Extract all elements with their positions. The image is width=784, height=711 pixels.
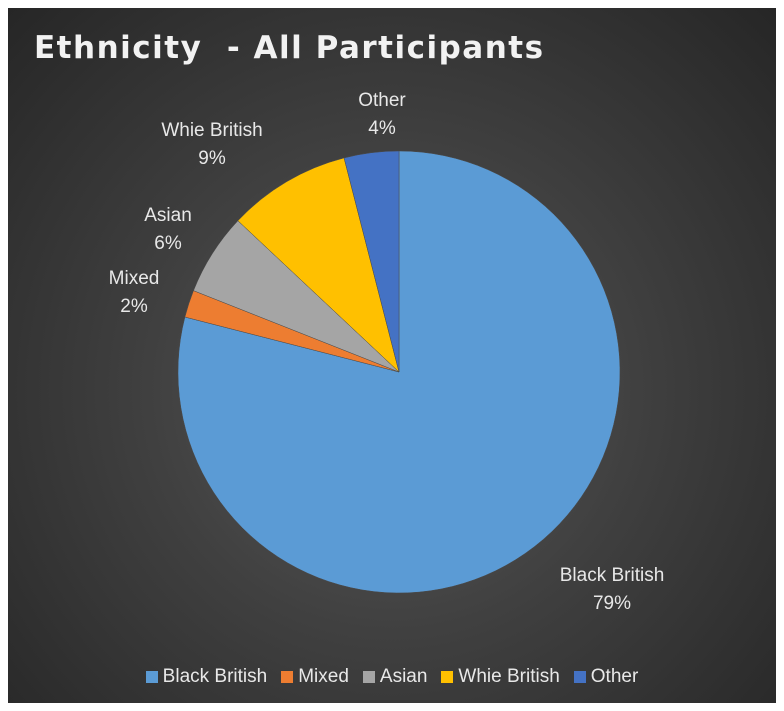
slice-label-asian: Asian 6% <box>144 205 192 254</box>
legend-swatch <box>441 671 454 683</box>
legend-label: Other <box>590 666 639 687</box>
chart-area: Ethnicity - All Participants Black Briti… <box>8 8 776 703</box>
legend-swatch <box>145 671 158 683</box>
slice-label-other: Other 4% <box>358 90 406 139</box>
slice-label-black-british: Black British 79% <box>560 565 665 614</box>
legend: Black British Mixed Asian Whie British Other <box>8 666 776 688</box>
slice-label-whie-british: Whie British 9% <box>161 120 262 169</box>
legend-item-asian: Asian <box>362 666 428 688</box>
slice-label-mixed: Mixed 2% <box>109 268 160 317</box>
legend-swatch <box>573 671 586 683</box>
pie-slice-other <box>343 150 400 373</box>
legend-item-mixed: Mixed <box>281 666 349 688</box>
legend-label: Whie British <box>458 666 560 687</box>
legend-swatch <box>362 671 375 683</box>
legend-item-other: Other <box>573 666 639 688</box>
legend-label: Mixed <box>298 666 349 687</box>
legend-item-whie-british: Whie British <box>441 666 560 688</box>
legend-swatch <box>281 671 294 683</box>
legend-label: Asian <box>379 666 428 687</box>
pie-chart: Black British 79% Mixed 2% Asian 6% Whie Briti… <box>109 90 665 614</box>
legend-label: Black British <box>162 666 268 687</box>
pie-slice-whie-british <box>237 157 400 373</box>
legend-item-black-british: Black British <box>145 666 268 688</box>
chart-title: Ethnicity - All Participants <box>34 30 545 66</box>
